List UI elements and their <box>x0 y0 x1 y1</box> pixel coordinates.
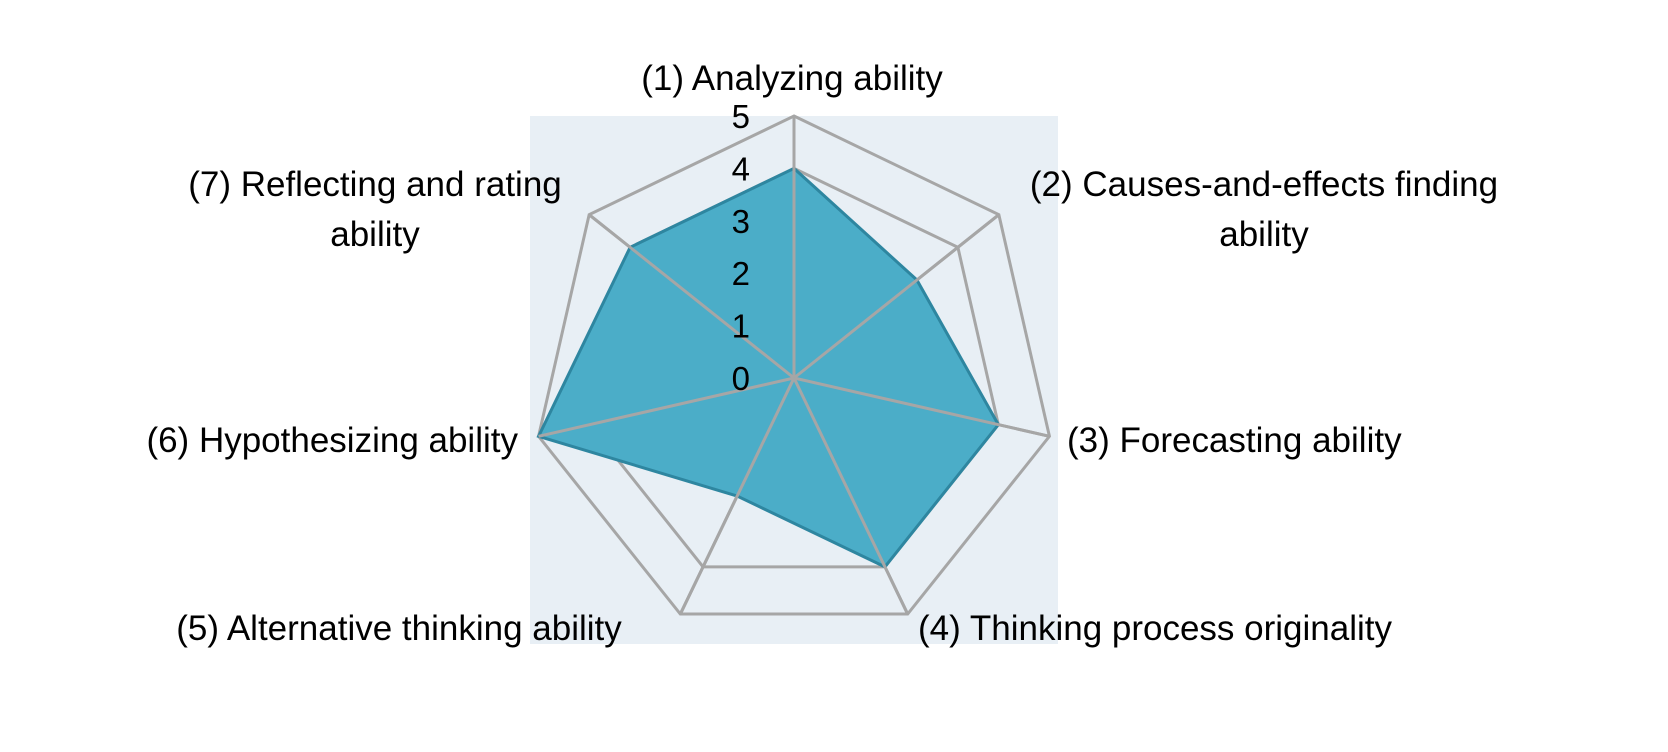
tick-label: 3 <box>732 203 750 240</box>
tick-label: 0 <box>732 360 750 397</box>
spoke-line <box>678 377 796 615</box>
spokes-overlay <box>538 116 1050 615</box>
category-labels: (1) Analyzing ability (2) Causes-and-effe… <box>146 59 1498 648</box>
series <box>536 166 1001 569</box>
spoke-line <box>793 213 1000 380</box>
radial-tick-labels: 0 1 2 3 4 5 <box>732 98 750 397</box>
spoke-line <box>792 377 910 615</box>
tick-label: 2 <box>732 255 750 292</box>
grid-ring <box>536 114 1052 616</box>
category-label: (4) Thinking process originality <box>918 609 1393 648</box>
spoke-line <box>538 376 795 438</box>
category-label: (1) Analyzing ability <box>641 59 943 98</box>
tick-label: 1 <box>732 308 750 345</box>
tick-label: 4 <box>732 150 750 187</box>
spoke-line <box>588 213 795 380</box>
tick-label: 5 <box>732 98 750 135</box>
category-label: (7) Reflecting and rating ability <box>188 165 562 254</box>
category-label: (5) Alternative thinking ability <box>176 609 622 648</box>
series-area <box>536 166 1001 569</box>
category-label: (3) Forecasting ability <box>1067 421 1402 460</box>
category-label: (6) Hypothesizing ability <box>146 421 518 460</box>
spoke-line <box>793 376 1050 438</box>
category-label: (2) Causes-and-effects finding ability <box>1030 165 1498 254</box>
